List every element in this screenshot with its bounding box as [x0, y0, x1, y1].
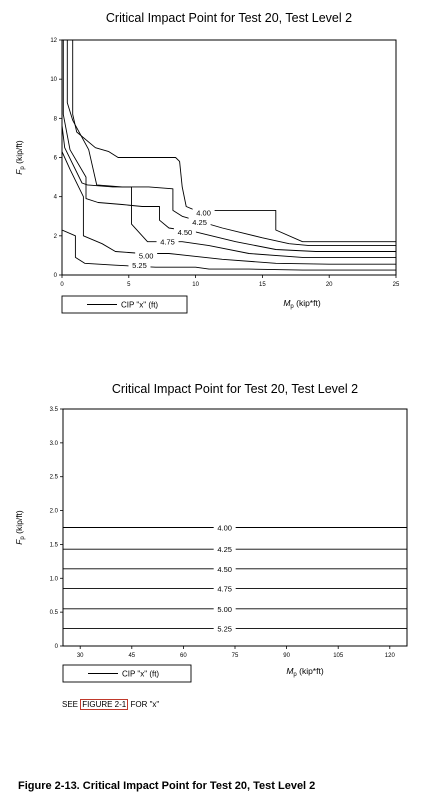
y-tick-label: 10 [50, 77, 57, 83]
contour-label: 5.00 [139, 251, 154, 260]
contour-label: 4.25 [217, 545, 232, 554]
x-tick-label: 20 [326, 282, 333, 288]
series-group [63, 527, 407, 629]
contour-line-4.50 [62, 40, 396, 252]
note-suffix: FOR "x" [128, 700, 160, 709]
y-tick-label: 0 [55, 644, 59, 650]
contour-label: 5.00 [217, 605, 232, 614]
x-tick-label: 10 [192, 282, 199, 288]
y-tick-label: 2 [54, 234, 58, 240]
x-tick-label: 0 [60, 282, 64, 288]
y-tick-label: 1.0 [50, 576, 59, 582]
y-tick-label: 2.0 [50, 509, 59, 515]
y-tick-label: 3.5 [50, 407, 59, 413]
contour-label-bg [213, 603, 236, 613]
x-tick-label: 30 [77, 653, 84, 659]
y-tick-label: 8 [54, 116, 58, 122]
contour-label: 4.75 [217, 584, 232, 593]
x-tick-label: 5 [127, 282, 131, 288]
x-tick-label: 105 [333, 653, 344, 659]
y-tick-label: 0.5 [50, 610, 59, 616]
contour-label: 4.50 [178, 228, 193, 237]
x-tick-label: 120 [385, 653, 396, 659]
note-prefix: SEE [62, 700, 81, 709]
contour-line-4.25 [66, 40, 396, 247]
contour-label: 4.75 [160, 238, 175, 247]
legend-label: CIP "x" (ft) [122, 670, 159, 679]
y-tick-label: 2.5 [50, 475, 59, 481]
x-tick-label: 75 [232, 653, 239, 659]
contour-label-bg [213, 563, 236, 573]
contour-label: 5.25 [132, 261, 147, 270]
contour-line-5.00 [62, 151, 396, 265]
figure-2-1-link[interactable]: FIGURE 2-1 [80, 699, 129, 710]
legend-box [62, 664, 192, 683]
figure-reference-note: SEE FIGURE 2-1 FOR "x" [62, 699, 160, 710]
y-axis-label: Fp (kip/ft) [14, 140, 26, 175]
contour-line-5.25 [62, 229, 396, 271]
contour-label-bg [173, 226, 196, 236]
figure-caption: Figure 2-13. Critical Impact Point for T… [18, 780, 316, 792]
contour-label: 4.00 [217, 524, 232, 533]
x-axis-label: Mp (kip*ft) [283, 298, 321, 310]
contour-label: 4.00 [196, 208, 211, 217]
contour-label-bg [213, 623, 236, 633]
x-tick-label: 60 [180, 653, 187, 659]
x-tick-label: 15 [259, 282, 266, 288]
contour-label-bg [156, 236, 179, 246]
contour-label: 5.25 [217, 624, 232, 633]
contour-line-4.75 [62, 121, 396, 258]
chart-title: Critical Impact Point for Test 20, Test … [106, 11, 352, 25]
contour-label-bg [135, 250, 158, 260]
contour-label-bg [128, 260, 151, 270]
x-tick-label: 25 [393, 282, 400, 288]
contour-label: 4.25 [192, 218, 207, 227]
y-tick-label: 12 [50, 38, 57, 44]
x-tick-label: 90 [283, 653, 290, 659]
legend-box [61, 295, 188, 314]
x-tick-label: 45 [128, 653, 135, 659]
y-tick-label: 0 [54, 273, 58, 279]
y-tick-label: 4 [54, 195, 58, 201]
chart-top: Critical Impact Point for Test 20, Test … [14, 11, 400, 314]
contour-line-4.00 [72, 40, 396, 243]
contour-label-bg [213, 522, 236, 532]
contour-label-bg [192, 207, 215, 217]
contour-label-bg [188, 217, 211, 227]
contour-label-bg [213, 583, 236, 593]
y-axis-label: Fp (kip/ft) [14, 510, 26, 545]
series-group [62, 40, 396, 271]
y-tick-label: 6 [54, 156, 58, 162]
chart-title: Critical Impact Point for Test 20, Test … [112, 382, 358, 396]
y-tick-label: 1.5 [50, 542, 59, 548]
contour-label-bg [213, 544, 236, 554]
y-tick-label: 3.0 [50, 441, 59, 447]
chart-bottom: Critical Impact Point for Test 20, Test … [14, 382, 408, 683]
contour-label: 4.50 [217, 565, 232, 574]
legend-label: CIP "x" (ft) [121, 301, 158, 310]
x-axis-label: Mp (kip*ft) [286, 666, 324, 678]
